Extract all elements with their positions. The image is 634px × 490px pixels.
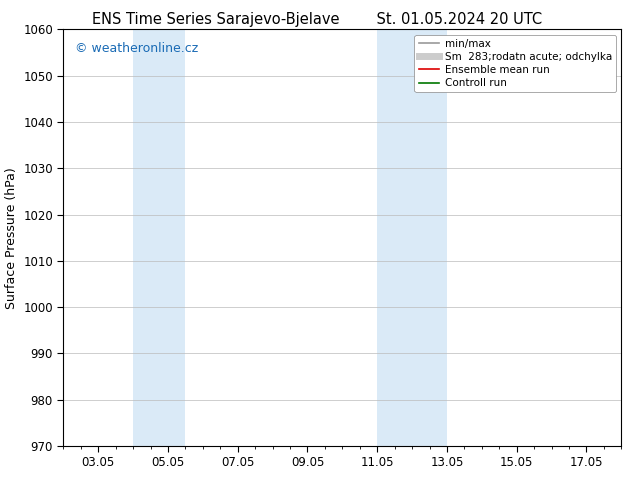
Text: © weatheronline.cz: © weatheronline.cz bbox=[75, 42, 198, 55]
Text: ENS Time Series Sarajevo-Bjelave        St. 01.05.2024 20 UTC: ENS Time Series Sarajevo-Bjelave St. 01.… bbox=[92, 12, 542, 27]
Y-axis label: Surface Pressure (hPa): Surface Pressure (hPa) bbox=[4, 167, 18, 309]
Bar bbox=[377, 29, 447, 446]
Legend: min/max, Sm  283;rodatn acute; odchylka, Ensemble mean run, Controll run: min/max, Sm 283;rodatn acute; odchylka, … bbox=[415, 35, 616, 92]
Bar bbox=[133, 29, 185, 446]
